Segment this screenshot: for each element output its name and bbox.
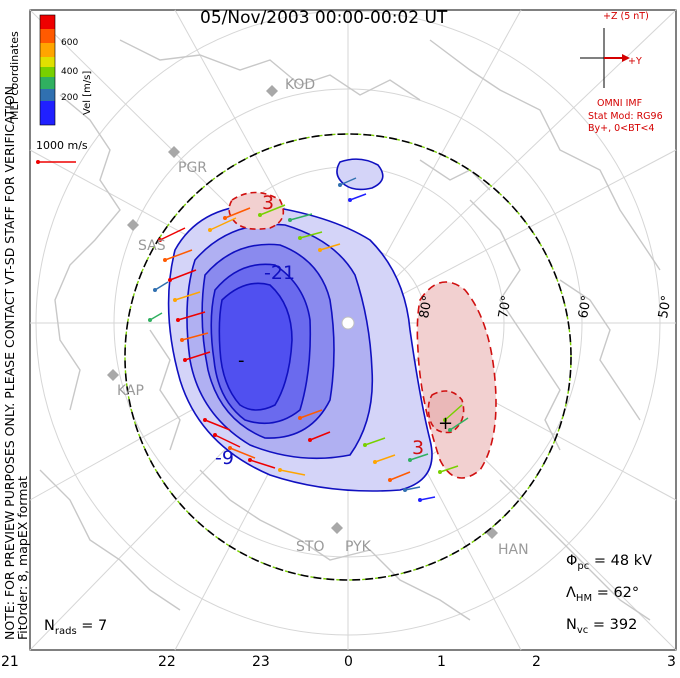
colorbar-tick-600: 600 — [61, 38, 79, 48]
station-kod: KOD — [285, 77, 316, 93]
coastlines — [39, 39, 661, 621]
colorbar-tick-200: 200 — [61, 93, 79, 103]
mlt-tick-2: 2 — [532, 654, 541, 670]
station-pgr: PGR — [178, 160, 208, 176]
velocity-scale-dot — [36, 160, 40, 164]
map-title: 05/Nov/2003 00:00-00:02 UT — [200, 8, 448, 28]
mlt-tick-23: 23 — [252, 654, 270, 670]
station-pyk: PYK — [345, 539, 371, 555]
imf-source: OMNI IMF — [597, 98, 643, 109]
station-han: HAN — [498, 542, 529, 558]
hm-boundary-dots — [124, 133, 572, 581]
potential-max-marker: + — [438, 413, 454, 434]
imf-model: Stat Mod: RG96 — [588, 111, 663, 122]
stat-polar-cap-potential: Φpc = 48 kV — [566, 553, 653, 572]
station-sas: SAS — [138, 238, 166, 254]
colorbar-label: Vel [m/s] — [82, 70, 93, 115]
imf-condition: By+, 0<BT<4 — [588, 123, 655, 134]
imf-z-label: +Z (5 nT) — [603, 11, 649, 22]
positive-potential-cell — [228, 191, 497, 479]
stat-hm-latitude: ΛHM = 62° — [566, 585, 640, 604]
imf-y-label: +Y — [628, 56, 642, 67]
mlt-tick-21: 21 — [1, 654, 19, 670]
pole-marker — [341, 316, 355, 330]
negative-potential-cell — [167, 158, 433, 492]
stat-vector-count: Nvc = 392 — [566, 617, 638, 636]
fit-order-note: FitOrder: 8, mapEX format — [15, 476, 30, 640]
station-sto: STO — [296, 539, 325, 555]
contour-label-neg9: -9 — [215, 447, 234, 469]
plot-border — [29, 9, 677, 651]
mlt-tick-3: 3 — [667, 654, 676, 670]
velocity-vectors — [149, 177, 469, 501]
mlt-tick-22: 22 — [158, 654, 176, 670]
station-markers — [107, 85, 498, 539]
mlt-tick-1: 1 — [437, 654, 446, 670]
colorbar-tick-400: 400 — [61, 67, 79, 77]
mlt-tick-0: 0 — [344, 654, 353, 670]
station-kap: KAP — [117, 383, 144, 399]
colorbar — [39, 14, 56, 126]
velocity-scale-label: 1000 m/s — [36, 139, 88, 152]
contour-label-pos3a: 3 — [262, 192, 275, 214]
potential-min-marker: - — [238, 350, 245, 371]
stat-radar-count: Nrads = 7 — [44, 618, 108, 637]
contour-label-pos3b: 3 — [412, 437, 425, 459]
vector-origins — [148, 183, 452, 502]
imf-dial — [580, 28, 630, 88]
contour-label-neg21: -21 — [264, 262, 296, 284]
